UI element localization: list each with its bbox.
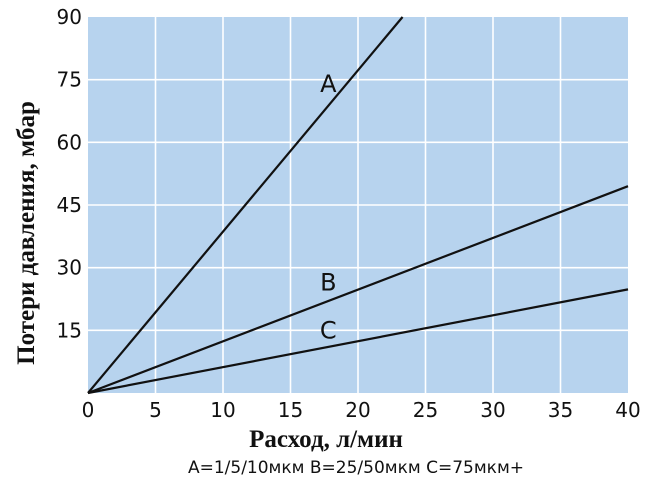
tick-labels: 0 5 10 15 20 25 30 35 40 15 30 45 60 75 90 bbox=[57, 5, 641, 422]
x-tick-label: 5 bbox=[149, 398, 162, 422]
y-tick-label: 60 bbox=[57, 130, 82, 154]
series-line-c bbox=[87, 288, 629, 395]
x-axis-title: Расход, л/мин bbox=[249, 426, 403, 453]
curve-label-b: B bbox=[320, 269, 336, 297]
curve-label-a: A bbox=[320, 70, 337, 98]
x-tick-label: 30 bbox=[480, 398, 505, 422]
curve-label-c: C bbox=[320, 317, 337, 345]
x-tick-label: 35 bbox=[548, 398, 573, 422]
y-axis-title: Потери давления, мбар bbox=[13, 101, 40, 365]
y-tick-label: 15 bbox=[57, 318, 82, 342]
x-tick-label: 20 bbox=[345, 398, 370, 422]
x-tick-label: 40 bbox=[615, 398, 640, 422]
curve-labels: A BC bbox=[320, 70, 337, 344]
series-line-b bbox=[87, 185, 629, 395]
y-tick-label: 75 bbox=[57, 68, 82, 92]
y-tick-label: 90 bbox=[57, 5, 82, 29]
x-tick-label: 25 bbox=[413, 398, 438, 422]
caption: A=1/5/10мкм B=25/50мкм C=75мкм+ bbox=[188, 458, 524, 477]
y-tick-label: 30 bbox=[57, 256, 82, 280]
x-tick-label: 15 bbox=[278, 398, 303, 422]
y-tick-label: 45 bbox=[57, 193, 82, 217]
grid bbox=[88, 17, 628, 393]
x-tick-label: 0 bbox=[82, 398, 95, 422]
x-tick-label: 10 bbox=[210, 398, 235, 422]
series-line-a bbox=[87, 16, 404, 394]
series-lines bbox=[87, 16, 629, 395]
